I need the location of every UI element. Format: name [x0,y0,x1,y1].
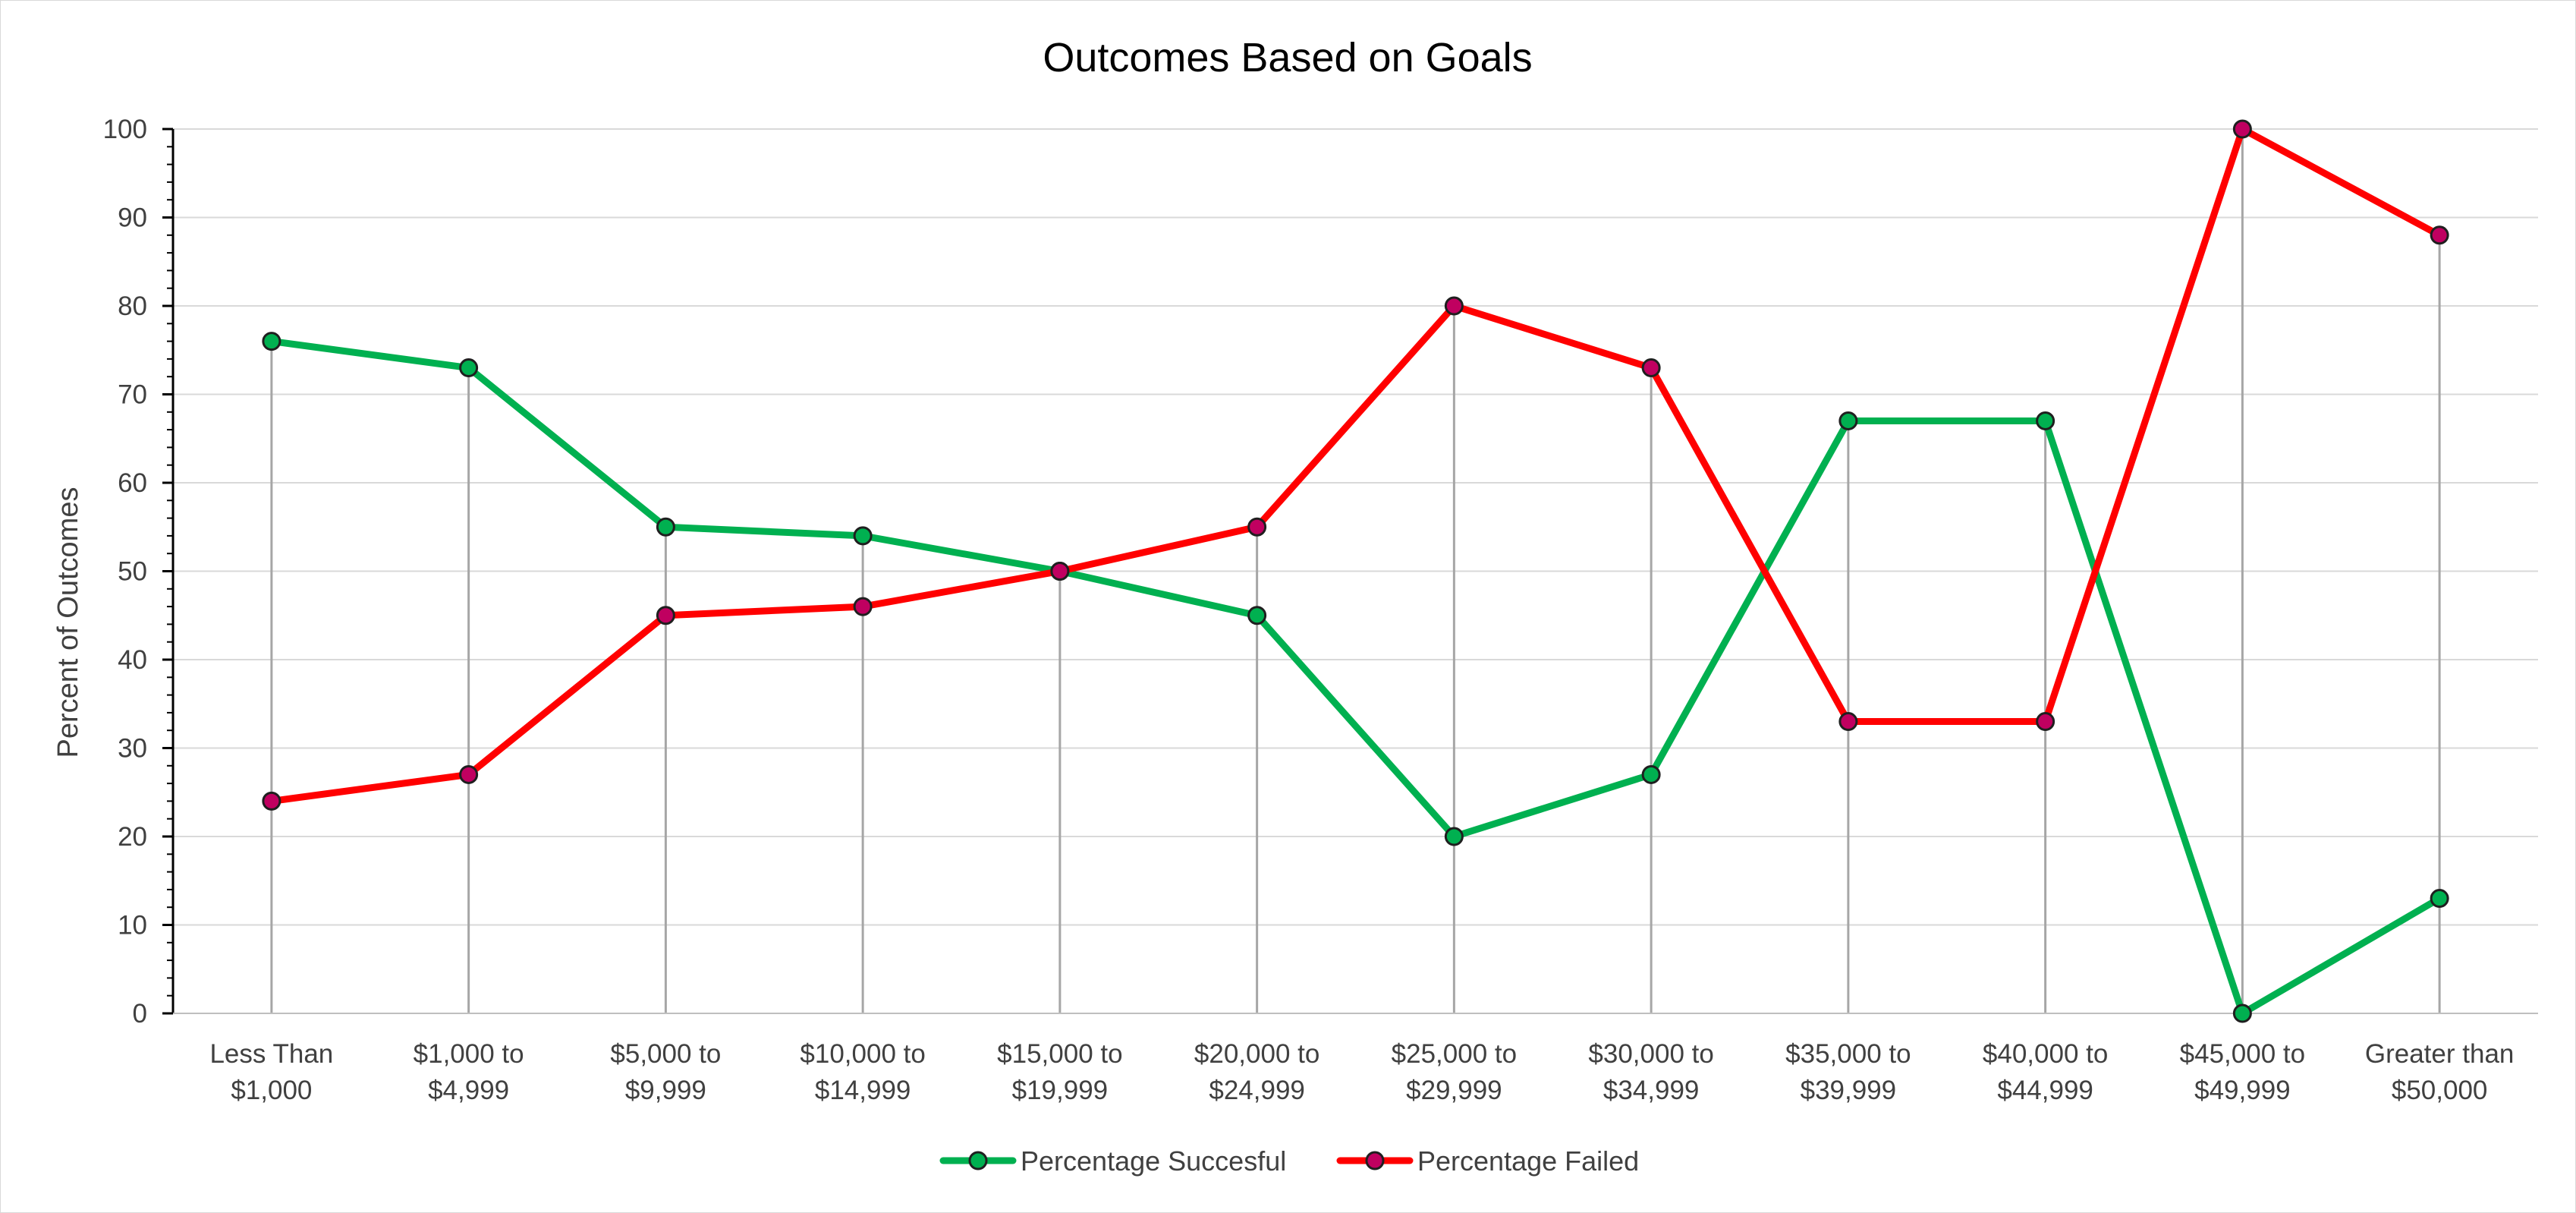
data-point [1838,411,1858,430]
data-point [853,526,873,546]
x-tick-label: $19,999 [1012,1076,1109,1105]
gridlines [173,128,2538,926]
x-tick-label: $30,000 to [1588,1039,1713,1069]
y-tick-label: 100 [103,115,147,144]
x-tick-label: $25,000 to [1392,1039,1517,1069]
data-point [459,764,479,784]
y-axis-title: Percent of Outcomes [52,487,84,758]
legend-swatch-marker [1365,1151,1385,1170]
legend-label: Percentage Succesful [1021,1145,1286,1177]
x-tick-label: Less Than [209,1039,333,1069]
data-point [853,597,873,616]
data-point [1838,712,1858,732]
data-point [1444,296,1464,316]
x-tick-label: $14,999 [815,1076,911,1105]
data-point [262,332,282,351]
x-tick-label: $50,000 [2392,1076,2488,1105]
y-tick-label: 20 [118,822,147,852]
legend-label: Percentage Failed [1417,1145,1639,1177]
x-tick-label: $4,999 [428,1076,509,1105]
x-tick-label: $5,000 to [610,1039,721,1069]
x-tick-label: $15,000 to [997,1039,1122,1069]
series-line [268,338,2443,1017]
x-tick-label: $1,000 to [414,1039,524,1069]
data-point [1641,358,1661,378]
legend: Percentage Succesful Percentage Failed [939,1145,1639,1177]
data-point [2430,225,2449,245]
y-tick-label: 10 [118,911,147,940]
data-point [459,358,479,378]
x-tick-label: $29,999 [1406,1076,1502,1105]
data-point [2036,712,2055,732]
data-point [1444,827,1464,846]
legend-swatch-marker [968,1151,988,1170]
data-point [1247,606,1267,625]
x-tick-label: $39,999 [1801,1076,1897,1105]
data-point [2232,119,2252,139]
x-tick-label: $45,000 to [2180,1039,2305,1069]
y-tick-label: 0 [133,999,147,1029]
x-tick-label: $40,000 to [1983,1039,2108,1069]
x-tick-label: $49,999 [2194,1076,2291,1105]
axes: 0 10 20 30 40 50 60 70 80 90 100 Less Than $1,000 $1,… [103,115,2538,1105]
x-tick-label: $35,000 to [1785,1039,1911,1069]
x-tick-label: $34,999 [1603,1076,1700,1105]
x-tick-label: $9,999 [625,1076,706,1105]
data-point [2430,889,2449,909]
data-markers [262,119,2449,1023]
data-point [2232,1003,2252,1023]
y-tick-label: 90 [118,203,147,233]
y-tick-label: 70 [118,380,147,410]
data-point [1050,562,1070,581]
data-point [262,791,282,811]
data-point [656,606,675,625]
y-tick-label: 40 [118,645,147,675]
y-tick-label: 60 [118,468,147,498]
chart-title: Outcomes Based on Goals [1043,35,1532,80]
y-tick-label: 80 [118,291,147,321]
data-point [1641,764,1661,784]
y-tick-label: 50 [118,557,147,587]
x-tick-label: $20,000 to [1194,1039,1319,1069]
x-tick-label: $1,000 [231,1076,312,1105]
data-point [2036,411,2055,430]
data-point [656,517,675,537]
data-point [1247,517,1267,537]
y-tick-label: 30 [118,734,147,764]
x-tick-label: $44,999 [1997,1076,2093,1105]
x-tick-label: $24,999 [1209,1076,1305,1105]
series-line [268,125,2443,805]
series-lines [268,125,2443,1017]
x-tick-label: $10,000 to [800,1039,925,1069]
x-tick-label: Greater than [2365,1039,2515,1069]
